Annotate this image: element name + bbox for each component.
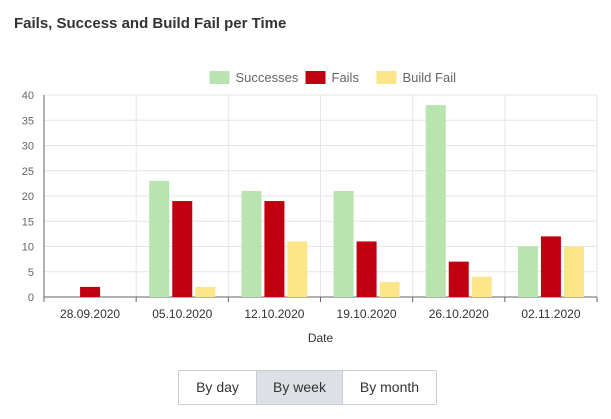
- legend-swatch: [209, 71, 230, 84]
- x-tick-label: 26.10.2020: [429, 307, 489, 321]
- bar-fails: [356, 241, 377, 297]
- bar-successes: [517, 246, 538, 297]
- bar-build-fail: [379, 281, 400, 297]
- legend-label: Build Fail: [403, 70, 457, 85]
- by-week-button[interactable]: By week: [256, 371, 342, 404]
- bar-build-fail: [563, 246, 584, 297]
- bar-build-fail: [471, 276, 492, 297]
- y-tick-label: 30: [22, 141, 34, 153]
- x-tick-label: 19.10.2020: [337, 307, 397, 321]
- legend-label: Fails: [332, 70, 360, 85]
- by-month-button[interactable]: By month: [342, 371, 436, 404]
- bar-successes: [425, 105, 446, 297]
- bar-successes: [333, 190, 354, 297]
- x-tick-label: 12.10.2020: [244, 307, 304, 321]
- y-tick-label: 10: [22, 242, 34, 254]
- x-tick-label: 28.09.2020: [60, 307, 120, 321]
- x-axis-label: Date: [308, 331, 334, 345]
- bar-successes: [149, 180, 170, 297]
- bar-fails: [80, 286, 101, 297]
- y-tick-label: 15: [22, 216, 34, 228]
- x-tick-label: 05.10.2020: [152, 307, 212, 321]
- y-tick-label: 25: [22, 166, 34, 178]
- bar-fails: [540, 236, 561, 297]
- bar-chart: 0 5 10 15 20 25 30 35 40 28.09.2020 05.10.2020 12.1…: [22, 70, 598, 345]
- y-tick-label: 0: [28, 292, 34, 304]
- by-day-button[interactable]: By day: [179, 371, 256, 404]
- y-tick-label: 20: [22, 191, 34, 203]
- bar-fails: [448, 261, 469, 297]
- bar-fails: [264, 201, 285, 297]
- bar-fails: [172, 201, 193, 297]
- legend-swatch: [305, 71, 326, 84]
- y-tick-label: 35: [22, 115, 34, 127]
- bar-build-fail: [195, 286, 216, 297]
- legend-label: Successes: [236, 70, 299, 85]
- legend-swatch: [376, 71, 397, 84]
- y-tick-label: 5: [28, 267, 34, 279]
- bar-build-fail: [287, 241, 308, 297]
- x-tick-label: 02.11.2020: [521, 307, 580, 321]
- time-range-toggle: By day By week By month: [178, 370, 437, 405]
- y-tick-label: 40: [22, 90, 34, 102]
- bar-successes: [241, 190, 262, 297]
- chart-title: Fails, Success and Build Fail per Time: [14, 15, 287, 32]
